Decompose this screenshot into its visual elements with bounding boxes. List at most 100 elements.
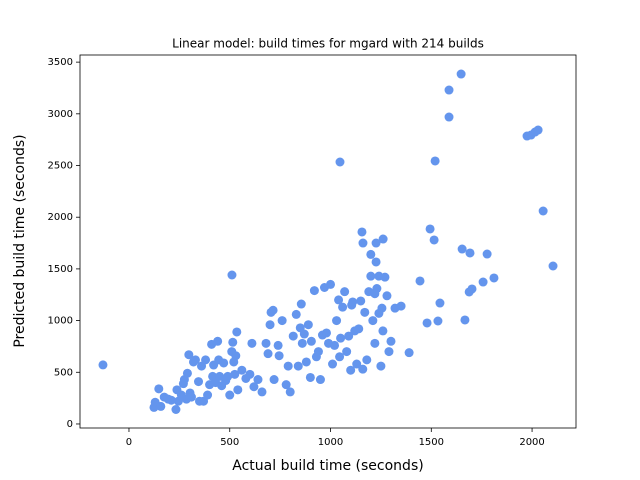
point — [315, 375, 325, 385]
point — [203, 390, 213, 400]
point — [219, 358, 229, 368]
y-tick-label: 2000 — [48, 212, 73, 223]
point — [263, 349, 273, 359]
point — [261, 338, 271, 348]
point — [231, 351, 241, 361]
point — [330, 340, 340, 350]
point — [245, 369, 255, 379]
point — [435, 298, 445, 308]
point — [232, 327, 242, 337]
point — [460, 315, 470, 325]
point — [98, 360, 108, 370]
x-tick-label: 1000 — [318, 437, 343, 448]
point — [201, 355, 211, 365]
point — [380, 272, 390, 282]
point — [274, 351, 284, 361]
point — [358, 238, 368, 248]
point — [283, 361, 293, 371]
point — [370, 289, 380, 299]
point — [533, 125, 543, 135]
point — [336, 333, 346, 343]
point — [465, 248, 475, 258]
point — [184, 350, 194, 360]
point — [415, 276, 425, 286]
point — [156, 401, 166, 411]
point — [352, 359, 362, 369]
point — [444, 112, 454, 122]
x-axis-label: Actual build time (seconds) — [232, 458, 423, 474]
chart-title: Linear model: build times for mgard with… — [172, 37, 484, 51]
point — [194, 377, 204, 387]
x-tick-label: 500 — [220, 437, 239, 448]
point — [233, 385, 243, 395]
point — [376, 361, 386, 371]
point — [382, 291, 392, 301]
point — [296, 299, 306, 309]
point — [357, 227, 367, 237]
point — [346, 365, 356, 375]
point — [342, 347, 352, 357]
plot-frame — [79, 54, 577, 429]
point — [335, 157, 345, 167]
point — [334, 295, 344, 305]
point — [297, 338, 307, 348]
point — [281, 380, 291, 390]
point — [154, 384, 164, 394]
point — [338, 302, 348, 312]
point — [354, 324, 364, 334]
point — [386, 336, 396, 346]
point — [213, 336, 223, 346]
point — [249, 382, 259, 392]
point — [223, 371, 233, 381]
point — [166, 395, 176, 405]
point — [425, 224, 435, 234]
point — [356, 296, 366, 306]
point — [340, 287, 350, 297]
y-axis-label: Predicted build time (seconds) — [12, 134, 28, 347]
point — [370, 338, 380, 348]
y-tick-label: 500 — [54, 367, 73, 378]
point — [277, 316, 287, 326]
point — [237, 365, 247, 375]
point — [362, 355, 372, 365]
point — [430, 156, 440, 166]
point — [273, 340, 283, 350]
point — [328, 359, 338, 369]
point — [285, 387, 295, 397]
y-tick-label: 2500 — [48, 161, 73, 172]
point — [366, 271, 376, 281]
point — [253, 375, 263, 385]
x-tick-label: 0 — [126, 437, 132, 448]
point — [247, 338, 257, 348]
point — [332, 316, 342, 326]
y-tick-label: 3000 — [48, 109, 73, 120]
y-tick-label: 3500 — [48, 57, 73, 68]
point — [257, 387, 267, 397]
point — [371, 238, 381, 248]
point — [457, 244, 467, 254]
point — [444, 85, 454, 95]
point — [548, 261, 558, 271]
y-tick-label: 1000 — [48, 316, 73, 327]
point — [482, 249, 492, 259]
point — [301, 357, 311, 367]
point — [305, 372, 315, 382]
point — [429, 235, 439, 245]
point — [269, 375, 279, 385]
point — [467, 284, 477, 294]
point — [230, 369, 240, 379]
point — [227, 270, 237, 280]
point — [171, 404, 181, 414]
point — [422, 318, 432, 328]
point — [288, 331, 298, 341]
point — [291, 309, 301, 319]
point — [186, 392, 196, 402]
point — [299, 329, 309, 339]
point — [366, 249, 376, 259]
point — [396, 301, 406, 311]
point — [190, 355, 200, 365]
point — [374, 308, 384, 318]
point — [293, 361, 303, 371]
point — [309, 286, 319, 296]
